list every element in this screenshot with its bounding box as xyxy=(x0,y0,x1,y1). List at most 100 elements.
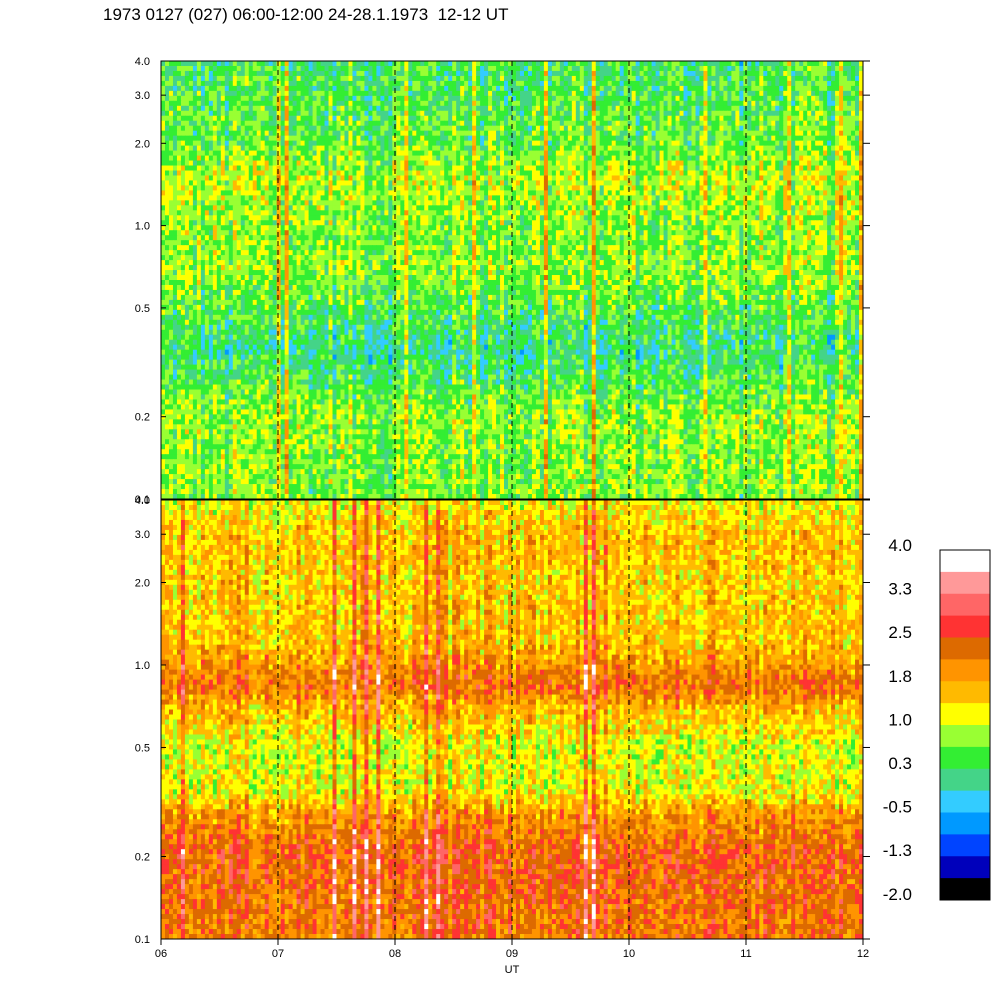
heatmap-cell xyxy=(759,135,764,142)
heatmap-cell xyxy=(328,61,334,67)
heatmap-cell xyxy=(256,175,262,182)
heatmap-cell xyxy=(715,80,721,87)
heatmap-cell xyxy=(811,135,816,142)
heatmap-cell xyxy=(659,100,665,107)
heatmap-cell xyxy=(504,185,509,192)
heatmap-cell xyxy=(783,130,788,137)
heatmap-cell xyxy=(260,100,266,107)
heatmap-cell xyxy=(200,125,206,132)
heatmap-cell xyxy=(172,150,178,157)
heatmap-cell xyxy=(204,95,210,102)
heatmap-cell xyxy=(224,155,230,162)
heatmap-cell xyxy=(719,160,724,167)
heatmap-cell xyxy=(795,65,800,72)
heatmap-cell xyxy=(851,130,856,137)
heatmap-cell xyxy=(340,155,346,162)
heatmap-cell xyxy=(675,70,681,77)
heatmap-cell xyxy=(555,155,561,162)
heatmap-cell xyxy=(791,155,796,162)
heatmap-cell xyxy=(587,195,593,201)
heatmap-cell xyxy=(767,70,772,77)
heatmap-cell xyxy=(180,75,186,82)
heatmap-cell xyxy=(512,145,517,152)
heatmap-cell xyxy=(288,70,294,77)
heatmap-cell xyxy=(835,185,840,192)
heatmap-cell xyxy=(312,155,318,162)
heatmap-cell xyxy=(260,160,266,167)
heatmap-cell xyxy=(196,110,202,117)
heatmap-cell xyxy=(248,125,254,132)
heatmap-cell xyxy=(456,70,461,77)
heatmap-cell xyxy=(571,90,577,97)
heatmap-cell xyxy=(256,115,262,122)
heatmap-cell xyxy=(312,105,318,112)
heatmap-cell xyxy=(328,175,334,182)
heatmap-cell xyxy=(236,85,242,92)
heatmap-cell xyxy=(416,100,421,107)
heatmap-cell xyxy=(539,61,545,67)
heatmap-cell xyxy=(783,135,788,142)
heatmap-cell xyxy=(763,95,768,102)
heatmap-cell xyxy=(428,85,433,92)
heatmap-cell xyxy=(783,125,788,132)
heatmap-cell xyxy=(308,130,314,137)
heatmap-cell xyxy=(244,120,250,127)
heatmap-cell xyxy=(224,61,230,67)
heatmap-cell xyxy=(272,120,278,127)
heatmap-cell xyxy=(551,165,557,172)
heatmap-cell xyxy=(424,110,429,117)
heatmap-cell xyxy=(687,65,693,72)
heatmap-cell xyxy=(651,155,657,162)
heatmap-cell xyxy=(703,185,709,192)
heatmap-cell xyxy=(811,155,816,162)
heatmap-cell xyxy=(575,80,581,87)
heatmap-cell xyxy=(767,125,772,132)
heatmap-cell xyxy=(679,135,685,142)
heatmap-cell xyxy=(755,105,760,112)
heatmap-cell xyxy=(324,135,330,142)
heatmap-cell xyxy=(831,195,836,201)
heatmap-cell xyxy=(464,105,469,112)
heatmap-cell xyxy=(755,95,760,102)
heatmap-cell xyxy=(200,70,206,77)
heatmap-cell xyxy=(364,190,370,196)
heatmap-cell xyxy=(647,175,653,182)
heatmap-cell xyxy=(827,100,832,107)
heatmap-cell xyxy=(667,85,673,92)
heatmap-cell xyxy=(456,195,461,201)
heatmap-cell xyxy=(851,95,856,102)
heatmap-cell xyxy=(364,105,370,112)
heatmap-cell xyxy=(759,90,764,97)
heatmap-cell xyxy=(224,70,230,77)
heatmap-cell xyxy=(312,120,318,127)
heatmap-cell xyxy=(296,165,302,172)
heatmap-cell xyxy=(188,150,194,157)
heatmap-cell xyxy=(404,135,409,142)
heatmap-cell xyxy=(420,165,425,172)
heatmap-cell xyxy=(332,185,338,192)
heatmap-cell xyxy=(859,75,863,82)
heatmap-cell xyxy=(599,175,605,182)
heatmap-cell xyxy=(531,115,537,122)
heatmap-cell xyxy=(360,115,366,122)
heatmap-cell xyxy=(444,110,449,117)
heatmap-cell xyxy=(515,80,521,87)
heatmap-cell xyxy=(456,100,461,107)
heatmap-cell xyxy=(751,150,756,157)
heatmap-cell xyxy=(819,125,824,132)
heatmap-cell xyxy=(819,170,824,177)
heatmap-cell xyxy=(476,135,481,142)
heatmap-cell xyxy=(695,115,701,122)
heatmap-cell xyxy=(827,180,832,187)
heatmap-cell xyxy=(320,200,326,206)
heatmap-cell xyxy=(555,105,561,112)
heatmap-cell xyxy=(723,180,728,187)
heatmap-cell xyxy=(332,140,338,147)
heatmap-cell xyxy=(519,160,525,167)
heatmap-cell xyxy=(456,180,461,187)
heatmap-cell xyxy=(659,135,665,142)
heatmap-cell xyxy=(835,160,840,167)
heatmap-cell xyxy=(452,95,457,102)
heatmap-cell xyxy=(791,190,796,196)
heatmap-cell xyxy=(161,155,166,162)
